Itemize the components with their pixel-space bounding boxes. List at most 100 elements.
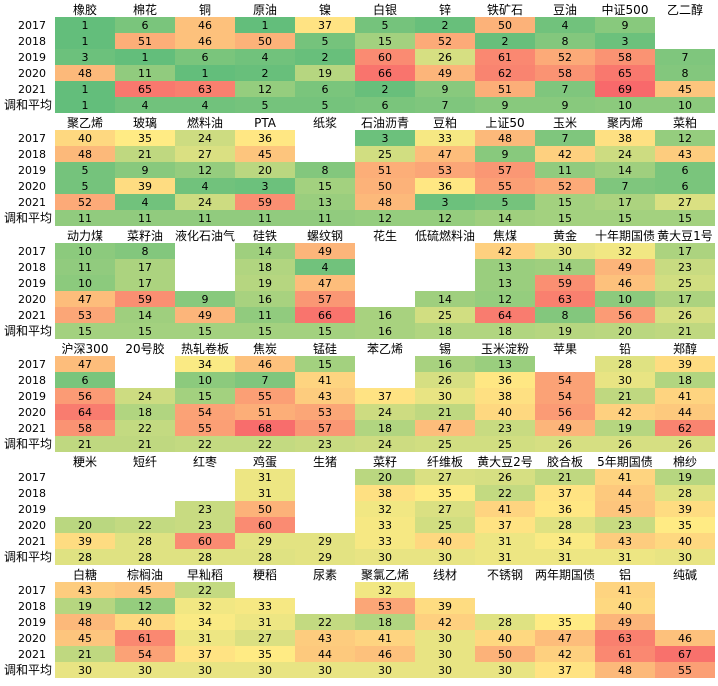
cell-value: 30 — [438, 551, 452, 564]
heatmap-cell — [655, 259, 715, 275]
heatmap-cell — [535, 469, 595, 485]
heatmap-cell — [475, 533, 535, 549]
cell-value: 58 — [78, 422, 92, 435]
cell-value: 59 — [258, 196, 272, 209]
heatmap-cell — [115, 146, 175, 162]
heatmap-cell — [175, 420, 235, 436]
cell-value: 14 — [558, 261, 572, 274]
cell-value: 30 — [618, 374, 632, 387]
cell-value: 42 — [498, 245, 512, 258]
heatmap-cell — [475, 356, 535, 372]
heatmap-cell — [355, 323, 415, 339]
cell-value: 28 — [198, 551, 212, 564]
cell-value: 12 — [258, 83, 272, 96]
heatmap-cell — [475, 404, 535, 420]
heatmap-cell — [55, 517, 115, 533]
cell-value: 44 — [318, 648, 332, 661]
cell-value: 22 — [138, 422, 152, 435]
heatmap-cell — [595, 533, 655, 549]
cell-value: 19 — [258, 277, 272, 290]
heatmap-cell — [595, 420, 655, 436]
column-header: 锡 — [439, 341, 451, 356]
cell-value: 47 — [318, 277, 332, 290]
cell-value: 27 — [438, 503, 452, 516]
cell-value: 53 — [438, 164, 452, 177]
column-header: 5年期国债 — [597, 455, 653, 469]
heatmap-cell — [55, 259, 115, 275]
heatmap-cell — [595, 307, 655, 323]
row-label: 2020 — [18, 180, 46, 193]
heatmap-cell — [475, 420, 535, 436]
heatmap-cell — [355, 662, 415, 678]
column-header: 白糖 — [73, 567, 97, 582]
heatmap-cell — [355, 485, 415, 501]
row-label: 2017 — [18, 358, 46, 371]
cell-value: 31 — [558, 551, 572, 564]
cell-value: 16 — [378, 309, 392, 322]
heatmap-cell — [175, 501, 235, 517]
cell-value: 4 — [142, 196, 149, 209]
heatmap-cell — [415, 485, 475, 501]
heatmap-cell — [175, 388, 235, 404]
cell-value: 35 — [438, 487, 452, 500]
heatmap-cell — [175, 662, 235, 678]
cell-value: 41 — [378, 632, 392, 645]
cell-value: 28 — [618, 358, 632, 371]
cell-value: 57 — [318, 422, 332, 435]
cell-value: 14 — [258, 245, 272, 258]
heatmap-cell — [535, 130, 595, 146]
cell-value: 66 — [378, 67, 392, 80]
cell-value: 57 — [318, 293, 332, 306]
column-header: 鸡蛋 — [253, 454, 277, 469]
heatmap-cell — [355, 210, 415, 226]
heatmap-cell — [415, 291, 475, 307]
cell-value: 3 — [382, 132, 389, 145]
heatmap-cell — [475, 130, 535, 146]
cell-value: 27 — [438, 471, 452, 484]
cell-value: 24 — [378, 438, 392, 451]
cell-value: 36 — [498, 374, 512, 387]
row-label: 2021 — [18, 83, 46, 96]
row-label: 2019 — [18, 390, 46, 403]
cell-value: 5 — [502, 196, 509, 209]
heatmap-cell — [415, 130, 475, 146]
cell-value: 31 — [498, 551, 512, 564]
cell-value: 10 — [78, 245, 92, 258]
heatmap-cell — [595, 291, 655, 307]
heatmap-cell — [415, 420, 475, 436]
heatmap-cell — [655, 178, 715, 194]
cell-value: 27 — [258, 632, 272, 645]
cell-value: 25 — [438, 309, 452, 322]
cell-value: 4 — [322, 261, 329, 274]
cell-value: 52 — [558, 51, 572, 64]
heatmap-cell — [595, 662, 655, 678]
heatmap-cell — [355, 307, 415, 323]
heatmap-cell — [475, 614, 535, 630]
cell-value: 19 — [558, 325, 572, 338]
row-label: 2017 — [18, 245, 46, 258]
heatmap-cell — [235, 614, 295, 630]
column-header: 胶合板 — [547, 454, 583, 469]
heatmap-cell — [115, 275, 175, 291]
heatmap-cell — [655, 630, 715, 646]
column-header: 动力煤 — [67, 229, 103, 243]
cell-value: 50 — [258, 503, 272, 516]
heatmap-cell — [175, 178, 235, 194]
heatmap-cell — [655, 549, 715, 565]
heatmap-cell — [355, 49, 415, 65]
heatmap-cell — [235, 323, 295, 339]
heatmap-cell — [295, 356, 355, 372]
cell-value: 6 — [382, 99, 389, 112]
heatmap-cell — [235, 291, 295, 307]
cell-value: 60 — [378, 51, 392, 64]
cell-value: 16 — [378, 325, 392, 338]
cell-value: 26 — [438, 51, 452, 64]
cell-value: 31 — [618, 551, 632, 564]
heatmap-cell — [295, 178, 355, 194]
heatmap-cell — [535, 162, 595, 178]
cell-value: 59 — [558, 277, 572, 290]
cell-value: 42 — [438, 616, 452, 629]
row-label: 2019 — [18, 51, 46, 64]
heatmap-cell — [175, 517, 235, 533]
cell-value: 41 — [678, 390, 692, 403]
